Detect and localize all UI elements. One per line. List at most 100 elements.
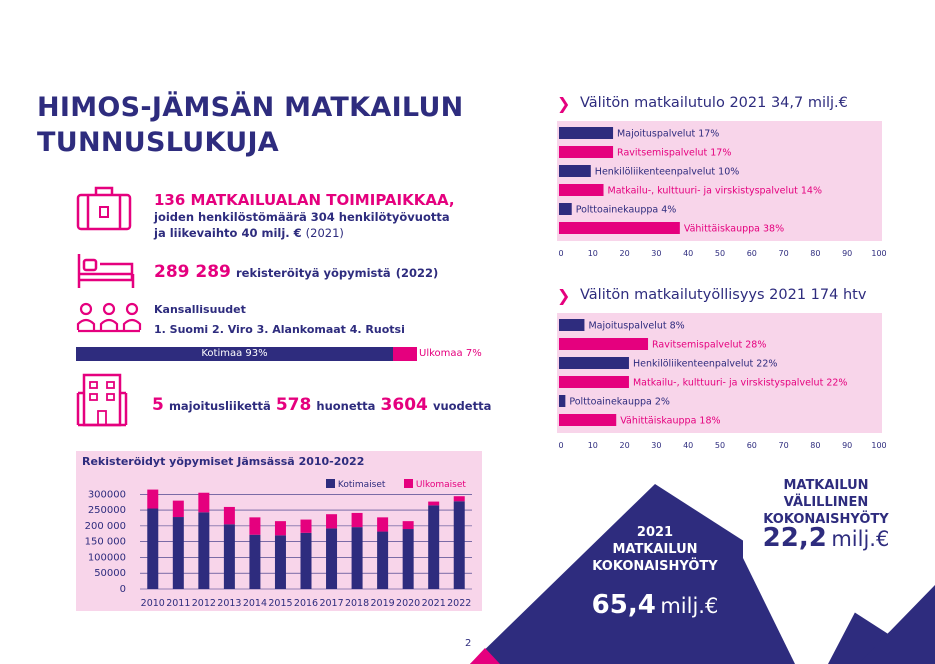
stacked-bar-segment (223, 506, 235, 525)
bar (559, 414, 617, 426)
x-tick-label: 2021 (422, 598, 446, 609)
x-tick-label: 2016 (294, 598, 318, 609)
employment-title: Välitön matkailutyöllisyys 2021 174 htv (580, 287, 867, 303)
stacked-bar-segment (249, 534, 261, 589)
employment-chart: Majoituspalvelut 8% Ravitsemispalvelut 28… (557, 313, 882, 433)
stacked-bar-segment (428, 501, 440, 506)
bar (559, 184, 604, 196)
axis-tick-label: 50 (715, 249, 725, 258)
bar-label: Henkilöliikenteenpalvelut 22% (633, 359, 777, 370)
bar-label: Vähittäiskauppa 38% (684, 224, 784, 235)
stacked-bar-segment (172, 517, 184, 589)
stacked-bar-segment (198, 512, 210, 589)
chevron-right-icon: ❯ (557, 286, 571, 305)
building-icon (76, 373, 128, 427)
stacked-bar-segment (377, 517, 389, 532)
bar (559, 338, 649, 350)
stacked-bar-segment (402, 529, 414, 589)
stacked-bar-segment (172, 500, 184, 518)
axis-tick-label: 10 (588, 249, 598, 258)
bar (559, 222, 680, 234)
bar-label: Polttoainekauppa 4% (576, 205, 677, 216)
x-tick-label: 2014 (243, 598, 267, 609)
overnights-chart: Rekisteröidyt yöpymiset Jämsässä 2010-20… (76, 451, 482, 611)
axis-tick-label: 20 (620, 441, 630, 450)
overnights-chart-svg: 300000 250000 200 000 150 000 100000 50000 0 20… (85, 489, 472, 609)
stacked-bar-segment (326, 528, 338, 589)
bar-label: Ravitsemispalvelut 17% (617, 148, 731, 159)
axis-tick-label: 20 (620, 249, 630, 258)
bar (559, 203, 572, 215)
legend-foreign-swatch (404, 479, 413, 488)
bar (559, 357, 629, 369)
chevron-right-icon: ❯ (557, 94, 571, 113)
x-tick-label: 2018 (345, 598, 369, 609)
businesses-stat: 136 MATKAILUALAN TOIMIPAIKKAA, joiden he… (154, 191, 455, 240)
axis-tick-label: 0 (558, 441, 563, 450)
x-tick-label: 2017 (319, 598, 343, 609)
stacked-bar-segment (377, 531, 389, 589)
people-icon (76, 302, 142, 334)
axis-tick-label: 0 (558, 249, 563, 258)
stacked-bar-segment (147, 508, 159, 589)
legend-foreign: Ulkomaiset (404, 479, 466, 490)
stacked-bar-segment (351, 527, 363, 589)
stacked-bar-segment (326, 514, 338, 529)
bar-label: Polttoainekauppa 2% (569, 397, 670, 408)
bar (559, 146, 614, 158)
nights-stat: 289 289 rekisteröityä yöpymistä (2022) (154, 262, 439, 282)
x-tick-label: 2013 (217, 598, 241, 609)
axis-tick-label: 70 (779, 249, 789, 258)
axis-tick-label: 40 (683, 441, 693, 450)
axis-tick-label: 60 (747, 441, 757, 450)
bar-label: Matkailu-, kulttuuri- ja virskistyspalve… (633, 378, 847, 389)
x-tick-label: 2022 (447, 598, 471, 609)
y-tick-label: 250000 (88, 505, 126, 516)
indirect-benefit: MATKAILUN VÄLILLINEN KOKONAISHYÖTY 22,2 … (762, 478, 890, 553)
stacked-bar-segment (274, 535, 286, 589)
axis-tick-label: 30 (651, 441, 661, 450)
y-tick-label: 200 000 (85, 521, 126, 532)
axis-tick-label: 90 (842, 249, 852, 258)
y-tick-label: 50000 (94, 568, 126, 579)
nationalities: Kansallisuudet 1. Suomi 2. Viro 3. Alank… (154, 303, 405, 336)
bed-icon (76, 252, 136, 290)
axis-tick-label: 90 (842, 441, 852, 450)
stacked-bar-segment (453, 501, 465, 589)
x-tick-label: 2019 (371, 598, 395, 609)
bar (559, 395, 566, 407)
bar-label: Henkilöliikenteenpalvelut 10% (595, 167, 739, 178)
foreign-label: Ulkomaa 7% (419, 348, 482, 359)
stacked-bar-segment (147, 489, 159, 509)
foreign-share-bar (393, 347, 417, 361)
legend-domestic: Kotimaiset (326, 479, 385, 490)
stacked-bar-segment (198, 492, 210, 513)
income-chart-svg: Majoituspalvelut 17% Ravitsemispalvelut 1… (559, 127, 822, 235)
stacked-bar-segment (223, 524, 235, 589)
y-tick-label: 100000 (88, 552, 126, 563)
stacked-bar-segment (249, 517, 261, 535)
stacked-bar-segment (351, 512, 363, 528)
axis-tick-label: 50 (715, 441, 725, 450)
suitcase-icon (76, 185, 132, 231)
x-tick-label: 2010 (141, 598, 165, 609)
stacked-bar-segment (453, 496, 465, 502)
axis-tick-label: 30 (651, 249, 661, 258)
x-tick-label: 2020 (396, 598, 420, 609)
bar-label: Vähittäiskauppa 18% (620, 416, 720, 427)
bar (559, 165, 591, 177)
y-tick-label: 300000 (88, 489, 126, 500)
axis-tick-label: 60 (747, 249, 757, 258)
bar-label: Ravitsemispalvelut 28% (652, 340, 766, 351)
stacked-bar-segment (402, 521, 414, 530)
total-benefit: 2021 MATKAILUN KOKONAISHYÖTY 65,4 milj.€ (591, 525, 719, 620)
income-title: Välitön matkailutulo 2021 34,7 milj.€ (580, 95, 848, 111)
axis-tick-label: 100 (871, 441, 886, 450)
page-number: 2 (465, 638, 472, 649)
bar (559, 319, 585, 331)
domestic-foreign-bar: Kotimaa 93% (76, 347, 417, 361)
axis-tick-label: 80 (810, 441, 820, 450)
y-tick-label: 0 (120, 584, 126, 595)
page-title: HIMOS-JÄMSÄN MATKAILUN TUNNUSLUKUJA (37, 92, 464, 158)
